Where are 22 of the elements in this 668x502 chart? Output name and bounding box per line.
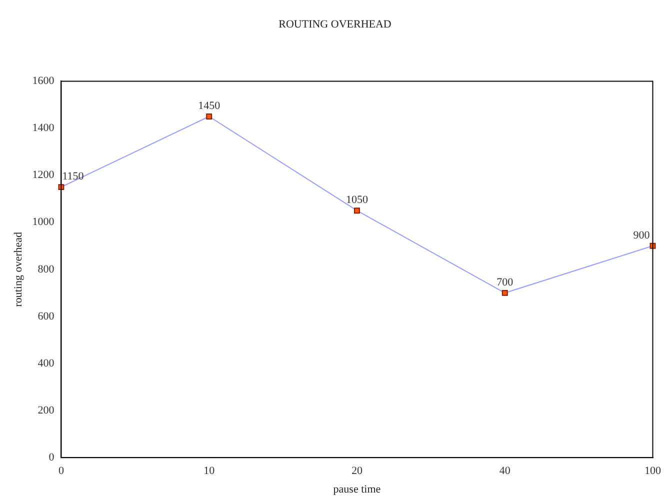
y-tick-label: 200 [38, 404, 55, 416]
y-tick-label: 800 [38, 263, 55, 276]
x-axis-title: pause time [333, 483, 381, 496]
x-tick-label: 10 [204, 465, 216, 478]
x-tick-label: 20 [351, 465, 363, 478]
data-label: 900 [633, 229, 650, 242]
data-label: 1450 [198, 100, 221, 112]
y-tick-label: 400 [38, 357, 55, 370]
y-tick-label: 1400 [32, 122, 55, 134]
y-tick-label: 1200 [32, 169, 55, 182]
x-tick-label: 40 [499, 465, 511, 478]
y-tick-label: 0 [48, 451, 55, 464]
y-tick-label: 1000 [32, 216, 55, 228]
data-label: 700 [496, 276, 514, 288]
x-tick-label: 0 [58, 465, 64, 478]
y-tick-label: 600 [38, 310, 55, 322]
x-tick-label: 100 [644, 465, 662, 478]
chart-title: ROUTING OVERHEAD [278, 18, 392, 30]
data-label: 1050 [346, 194, 368, 206]
y-axis-title: routing overhead [12, 231, 24, 307]
data-label: 1150 [62, 170, 84, 182]
y-tick-label: 1600 [32, 75, 55, 88]
